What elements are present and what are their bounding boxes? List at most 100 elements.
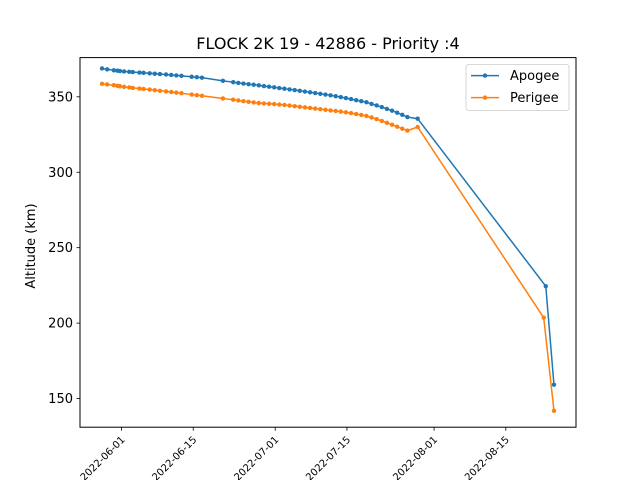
data-point-apogee xyxy=(287,87,292,92)
data-point-perigee xyxy=(359,112,364,118)
data-point-apogee xyxy=(272,85,277,90)
y-tick-label: 150 xyxy=(48,392,73,407)
data-point-apogee xyxy=(246,81,251,87)
data-point-apogee xyxy=(157,71,163,77)
data-point-perigee xyxy=(231,97,236,102)
data-point-perigee xyxy=(338,109,344,114)
legend-marker-perigee xyxy=(482,95,488,100)
data-point-apogee xyxy=(302,89,308,94)
y-tick-label: 200 xyxy=(48,317,73,332)
series-layer xyxy=(99,66,557,413)
data-point-perigee xyxy=(157,88,163,93)
data-point-perigee xyxy=(379,118,384,124)
data-point-perigee xyxy=(99,81,105,87)
data-point-perigee xyxy=(104,82,110,87)
data-point-apogee xyxy=(179,73,184,79)
data-point-apogee xyxy=(415,116,420,121)
data-point-perigee xyxy=(307,105,313,111)
data-point-apogee xyxy=(369,101,374,107)
data-point-apogee xyxy=(137,70,142,75)
series-apogee xyxy=(99,66,557,387)
data-point-perigee xyxy=(261,101,267,106)
data-point-apogee xyxy=(379,104,384,110)
data-point-apogee xyxy=(405,114,410,120)
y-tick-label: 250 xyxy=(48,241,73,256)
data-point-perigee xyxy=(111,83,117,88)
data-point-perigee xyxy=(272,101,277,107)
data-point-apogee xyxy=(394,110,400,115)
y-tick-label: 350 xyxy=(48,90,73,105)
data-point-perigee xyxy=(130,85,135,91)
data-point-perigee xyxy=(415,124,420,130)
data-point-perigee xyxy=(241,99,246,104)
data-point-apogee xyxy=(141,70,146,76)
data-point-apogee xyxy=(318,91,323,97)
data-point-apogee xyxy=(199,75,205,80)
data-point-perigee xyxy=(541,315,546,320)
data-point-perigee xyxy=(343,110,349,115)
data-point-perigee xyxy=(287,103,292,108)
data-point-perigee xyxy=(121,84,127,90)
series-perigee xyxy=(99,81,557,413)
data-point-perigee xyxy=(333,108,338,114)
data-point-perigee xyxy=(400,126,405,131)
legend-marker-apogee xyxy=(482,73,488,78)
chart-title: FLOCK 2K 19 - 42886 - Priority :4 xyxy=(196,34,459,53)
data-point-apogee xyxy=(384,106,390,112)
data-point-perigee xyxy=(318,106,323,112)
data-point-perigee xyxy=(220,96,226,101)
data-point-perigee xyxy=(282,102,287,108)
data-point-apogee xyxy=(152,71,158,76)
data-point-perigee xyxy=(312,106,318,111)
legend-label-apogee: Apogee xyxy=(510,69,559,84)
data-point-apogee xyxy=(174,73,179,78)
data-point-apogee xyxy=(307,90,313,95)
data-point-apogee xyxy=(400,112,405,117)
data-point-perigee xyxy=(353,111,359,117)
data-point-perigee xyxy=(551,408,557,413)
data-point-apogee xyxy=(99,66,105,71)
data-point-apogee xyxy=(169,72,174,78)
data-point-perigee xyxy=(163,89,169,94)
data-point-perigee xyxy=(236,98,241,103)
data-point-perigee xyxy=(384,120,390,125)
data-point-perigee xyxy=(117,84,123,89)
data-point-apogee xyxy=(282,86,287,91)
data-point-apogee xyxy=(261,83,267,89)
data-point-apogee xyxy=(189,74,194,79)
data-point-apogee xyxy=(104,67,110,72)
data-point-apogee xyxy=(292,87,297,93)
data-point-apogee xyxy=(220,78,226,84)
data-point-apogee xyxy=(163,72,169,77)
legend-label-perigee: Perigee xyxy=(510,91,559,106)
data-point-perigee xyxy=(328,108,333,113)
data-point-apogee xyxy=(194,75,200,80)
data-point-apogee xyxy=(348,96,354,102)
data-point-perigee xyxy=(174,90,179,95)
data-point-apogee xyxy=(323,92,328,97)
data-point-apogee xyxy=(111,68,117,73)
data-point-apogee xyxy=(389,108,395,113)
data-point-perigee xyxy=(323,107,328,113)
data-point-perigee xyxy=(297,104,303,109)
data-point-perigee xyxy=(369,115,374,120)
data-point-perigee xyxy=(277,102,282,107)
data-point-apogee xyxy=(338,94,344,100)
data-point-apogee xyxy=(551,382,557,387)
data-point-perigee xyxy=(137,86,142,91)
data-point-apogee xyxy=(241,81,246,86)
data-point-apogee xyxy=(328,93,333,98)
data-point-apogee xyxy=(266,84,272,89)
data-point-perigee xyxy=(266,101,272,106)
data-point-apogee xyxy=(364,100,369,105)
data-point-perigee xyxy=(256,100,262,106)
data-point-perigee xyxy=(292,103,297,109)
data-point-perigee xyxy=(389,122,395,127)
data-point-perigee xyxy=(126,85,132,90)
legend-item-perigee: Perigee xyxy=(471,91,559,106)
legend: Apogee Perigee xyxy=(465,64,570,111)
data-point-apogee xyxy=(130,69,135,75)
data-point-apogee xyxy=(277,85,282,91)
data-point-apogee xyxy=(359,99,364,104)
